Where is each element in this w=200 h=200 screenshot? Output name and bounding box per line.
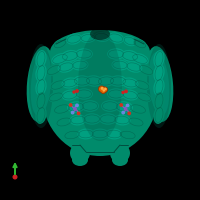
Circle shape [120,104,122,106]
Ellipse shape [35,64,47,82]
Circle shape [102,90,105,92]
Ellipse shape [153,64,165,82]
Circle shape [73,91,75,93]
Circle shape [103,90,104,91]
Circle shape [76,104,78,107]
Ellipse shape [97,75,115,87]
Ellipse shape [138,64,154,76]
Ellipse shape [78,128,94,140]
Ellipse shape [64,130,80,140]
Ellipse shape [51,53,69,65]
Ellipse shape [67,101,85,113]
Ellipse shape [112,59,128,71]
Ellipse shape [114,114,130,126]
Ellipse shape [62,89,78,101]
Circle shape [105,88,106,90]
Circle shape [101,89,105,93]
Circle shape [77,112,80,115]
Ellipse shape [126,61,142,73]
Ellipse shape [53,39,67,49]
Ellipse shape [85,75,103,87]
Circle shape [74,108,76,110]
Ellipse shape [153,106,165,124]
Ellipse shape [50,30,150,74]
Circle shape [122,111,124,114]
Ellipse shape [35,106,47,124]
Ellipse shape [50,79,66,91]
Circle shape [122,91,124,93]
Ellipse shape [94,32,110,42]
Ellipse shape [73,75,91,87]
Ellipse shape [108,32,124,44]
Ellipse shape [122,89,138,101]
Ellipse shape [99,113,117,125]
Ellipse shape [75,48,93,60]
Ellipse shape [46,64,62,76]
Circle shape [76,90,78,92]
Ellipse shape [42,32,158,156]
Circle shape [99,86,104,92]
Ellipse shape [78,31,122,141]
Ellipse shape [153,92,165,110]
Circle shape [124,108,127,110]
Ellipse shape [101,100,119,112]
Ellipse shape [120,130,136,140]
Ellipse shape [56,117,72,127]
Ellipse shape [35,78,47,96]
Circle shape [69,104,72,106]
Circle shape [102,87,107,92]
Ellipse shape [91,129,109,140]
Ellipse shape [75,88,93,100]
Ellipse shape [145,46,173,122]
Circle shape [101,88,103,89]
Circle shape [125,90,127,93]
Ellipse shape [134,79,150,91]
Ellipse shape [122,77,138,89]
Ellipse shape [121,50,139,62]
Ellipse shape [123,36,137,46]
Circle shape [71,111,74,114]
Ellipse shape [66,33,82,45]
Ellipse shape [133,39,147,49]
Ellipse shape [80,33,96,43]
Ellipse shape [149,52,169,116]
Circle shape [128,112,130,115]
Ellipse shape [53,103,71,115]
Ellipse shape [147,44,171,128]
Ellipse shape [153,50,165,68]
Circle shape [13,175,17,179]
Ellipse shape [58,61,74,73]
Ellipse shape [83,113,101,125]
Ellipse shape [62,77,78,89]
Ellipse shape [72,154,88,166]
Ellipse shape [107,88,125,100]
Ellipse shape [153,78,165,96]
Ellipse shape [129,103,147,115]
Ellipse shape [35,92,47,110]
Ellipse shape [109,75,127,87]
Circle shape [103,88,106,91]
Ellipse shape [61,50,79,62]
Circle shape [126,104,129,107]
Ellipse shape [128,117,144,127]
Ellipse shape [90,28,110,40]
Circle shape [100,87,104,91]
Ellipse shape [72,59,88,71]
Ellipse shape [136,92,152,102]
Ellipse shape [70,143,90,163]
Ellipse shape [31,52,51,116]
Ellipse shape [110,143,130,163]
Ellipse shape [131,53,149,65]
Ellipse shape [112,154,128,166]
Ellipse shape [29,44,53,128]
Ellipse shape [48,92,64,102]
Ellipse shape [27,46,55,122]
Ellipse shape [115,101,133,113]
Ellipse shape [81,100,99,112]
Ellipse shape [107,48,125,60]
Ellipse shape [106,128,122,140]
Ellipse shape [70,114,86,126]
Ellipse shape [35,50,47,68]
